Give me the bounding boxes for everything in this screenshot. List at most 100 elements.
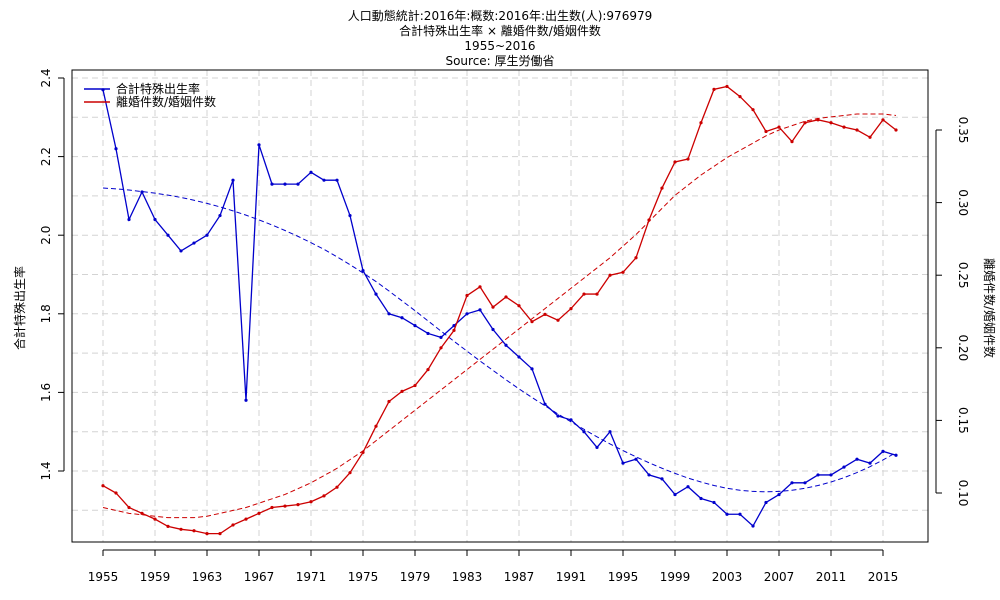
data-point bbox=[543, 312, 547, 317]
x-tick-label: 2015 bbox=[868, 570, 899, 584]
plot-frame bbox=[71, 69, 929, 543]
data-point bbox=[738, 512, 742, 516]
x-tick-label: 1963 bbox=[192, 570, 223, 584]
data-point bbox=[270, 505, 274, 510]
data-point bbox=[647, 218, 651, 222]
data-point bbox=[400, 316, 404, 320]
data-point bbox=[894, 128, 898, 132]
y-right-tick-label: 0.10 bbox=[956, 480, 970, 507]
data-point bbox=[426, 331, 430, 336]
data-point bbox=[244, 517, 248, 521]
y-right-tick-label: 0.25 bbox=[956, 262, 970, 289]
data-point bbox=[322, 494, 326, 498]
legend-label-divorce-ratio: 離婚件数/婚姻件数 bbox=[116, 94, 216, 109]
data-point bbox=[621, 270, 625, 274]
series-line-1 bbox=[102, 85, 897, 535]
data-point bbox=[595, 445, 599, 450]
series-line-0 bbox=[102, 89, 897, 528]
data-point bbox=[517, 304, 521, 308]
y-left-tick-label: 2.2 bbox=[39, 147, 53, 166]
data-point bbox=[166, 233, 170, 237]
y-axis-left: 1.4 1.6 1.8 2.0 2.2 2.4 bbox=[39, 68, 65, 481]
data-point bbox=[218, 213, 222, 218]
data-point bbox=[634, 457, 638, 461]
data-point bbox=[231, 178, 235, 182]
data-point bbox=[595, 292, 599, 296]
data-point bbox=[426, 367, 430, 372]
data-point bbox=[114, 147, 118, 151]
data-point bbox=[816, 473, 820, 477]
title-line-4: Source: 厚生労働省 bbox=[445, 54, 554, 68]
data-point bbox=[712, 87, 716, 91]
data-point bbox=[894, 453, 898, 457]
data-point bbox=[751, 524, 755, 528]
data-point bbox=[790, 481, 794, 485]
y-left-tick-label: 2.4 bbox=[39, 68, 53, 87]
data-point bbox=[556, 318, 560, 322]
data-point bbox=[179, 527, 183, 531]
data-point bbox=[712, 500, 716, 505]
data-point bbox=[439, 346, 443, 350]
data-point bbox=[309, 170, 313, 174]
x-tick-label: 1959 bbox=[140, 570, 171, 584]
title-line-2: 合計特殊出生率 × 離婚件数/婚姻件数 bbox=[399, 23, 601, 38]
data-point bbox=[582, 430, 586, 434]
data-point bbox=[127, 505, 131, 510]
y-right-tick-label: 0.20 bbox=[956, 334, 970, 361]
data-point bbox=[361, 450, 365, 454]
x-tick-label: 1987 bbox=[504, 570, 535, 584]
data-point bbox=[296, 503, 300, 507]
data-point bbox=[764, 500, 768, 505]
data-point bbox=[699, 121, 703, 125]
trend-lines bbox=[102, 113, 897, 519]
data-point bbox=[660, 477, 664, 481]
x-tick-label: 1995 bbox=[608, 570, 639, 584]
data-point bbox=[348, 213, 352, 218]
data-point bbox=[283, 504, 287, 508]
y-axis-right: 0.10 0.15 0.20 0.25 0.30 0.35 bbox=[935, 117, 970, 507]
data-point bbox=[465, 312, 469, 316]
chart-title: 人口動態統計:2016年:概数:2016年:出生数(人):976979 合計特殊… bbox=[348, 8, 652, 68]
y-axis-right-label: 離婚件数/婚姻件数 bbox=[982, 258, 997, 358]
data-point bbox=[699, 496, 703, 501]
data-point bbox=[673, 492, 677, 497]
data-point bbox=[114, 491, 118, 495]
legend-label-birth-rate: 合計特殊出生率 bbox=[116, 81, 200, 96]
data-point bbox=[205, 532, 209, 536]
data-point bbox=[855, 457, 859, 461]
data-point bbox=[322, 178, 326, 182]
data-point bbox=[387, 399, 391, 404]
data-point bbox=[686, 485, 690, 489]
data-point bbox=[335, 485, 339, 489]
data-point bbox=[842, 465, 846, 469]
x-tick-label: 1983 bbox=[452, 570, 483, 584]
data-point bbox=[569, 418, 573, 422]
data-point bbox=[569, 306, 573, 311]
data-point bbox=[725, 512, 729, 516]
x-tick-label: 2007 bbox=[764, 570, 795, 584]
data-point bbox=[270, 182, 274, 186]
data-point bbox=[530, 367, 534, 371]
data-point bbox=[374, 292, 378, 296]
x-tick-label: 1975 bbox=[348, 570, 379, 584]
trend-line-1 bbox=[102, 113, 897, 519]
data-point bbox=[881, 449, 885, 453]
data-point bbox=[374, 424, 378, 428]
x-tick-label: 1979 bbox=[400, 570, 431, 584]
data-point bbox=[556, 414, 560, 418]
y-axis-left-label: 合計特殊出生率 bbox=[12, 266, 27, 350]
data-point bbox=[829, 121, 833, 125]
data-point bbox=[764, 129, 768, 134]
data-point bbox=[140, 190, 144, 194]
data-point bbox=[296, 182, 300, 186]
title-line-1: 人口動態統計:2016年:概数:2016年:出生数(人):976979 bbox=[348, 8, 652, 23]
data-point bbox=[387, 312, 391, 316]
data-point bbox=[361, 268, 365, 273]
x-tick-label: 2003 bbox=[712, 570, 743, 584]
data-point bbox=[478, 285, 482, 289]
data-point bbox=[179, 249, 183, 253]
data-point bbox=[543, 402, 547, 406]
data-point bbox=[491, 305, 495, 309]
y-right-tick-label: 0.35 bbox=[956, 117, 970, 144]
